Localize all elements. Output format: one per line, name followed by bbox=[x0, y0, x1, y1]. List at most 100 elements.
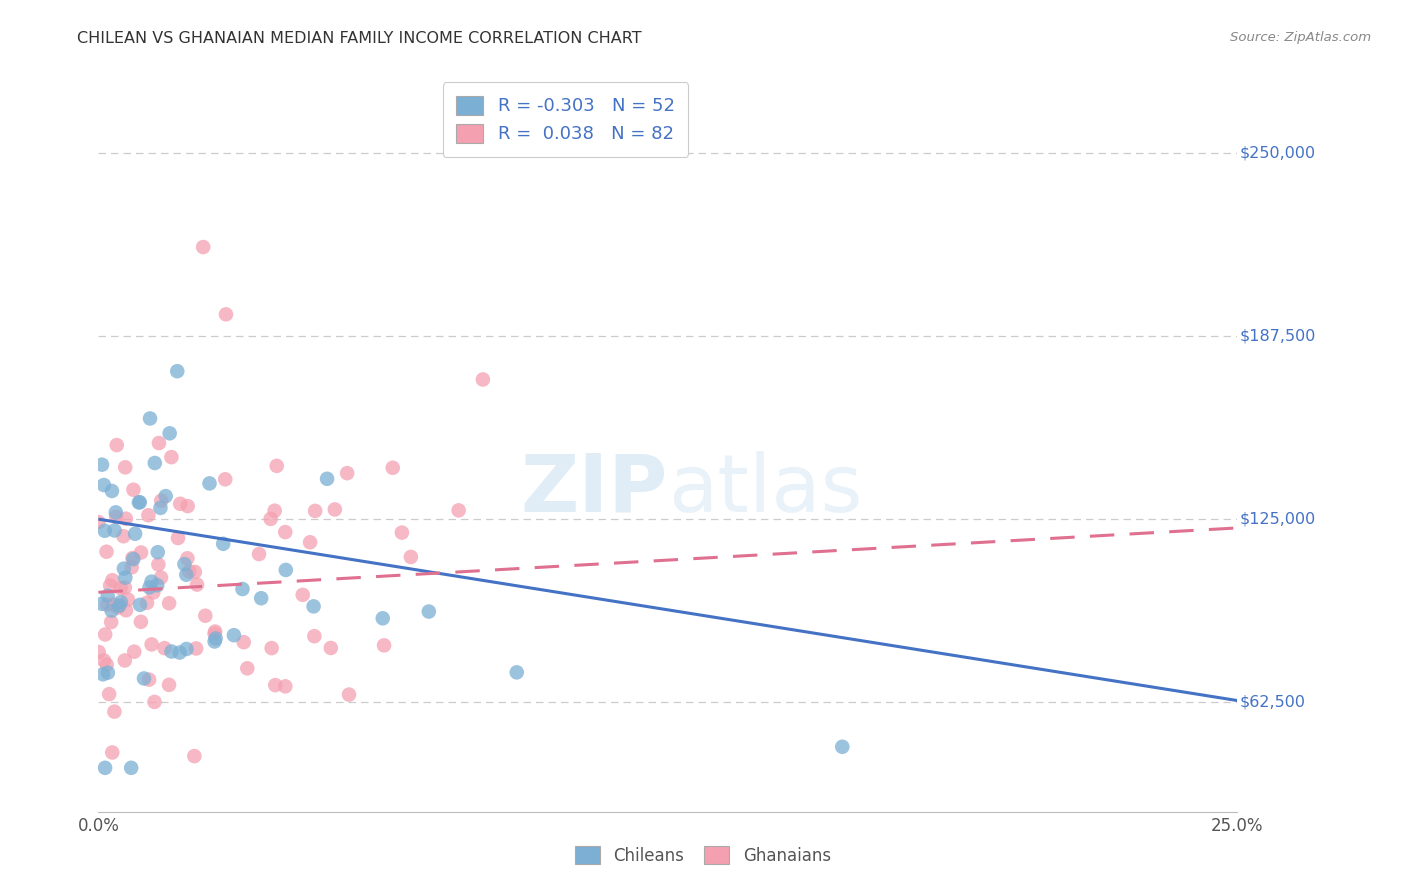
Point bbox=[186, 577, 208, 591]
Point bbox=[98, 687, 121, 701]
Point bbox=[302, 599, 325, 614]
Point bbox=[101, 483, 124, 498]
Point bbox=[169, 497, 191, 511]
Point bbox=[157, 678, 180, 692]
Point bbox=[148, 436, 170, 450]
Point bbox=[103, 705, 125, 719]
Point bbox=[141, 637, 163, 651]
Point bbox=[121, 560, 143, 574]
Point bbox=[176, 567, 198, 582]
Point bbox=[236, 661, 259, 675]
Point bbox=[142, 585, 165, 599]
Point bbox=[336, 466, 359, 480]
Legend: Chileans, Ghanaians: Chileans, Ghanaians bbox=[567, 838, 839, 873]
Point bbox=[138, 673, 160, 687]
Text: ZIP: ZIP bbox=[520, 450, 668, 529]
Point bbox=[114, 571, 136, 585]
Point bbox=[110, 595, 132, 609]
Point bbox=[100, 615, 122, 629]
Point bbox=[215, 307, 238, 321]
Point bbox=[124, 526, 146, 541]
Text: $62,500: $62,500 bbox=[1240, 695, 1306, 709]
Point bbox=[179, 565, 201, 579]
Point bbox=[214, 472, 236, 486]
Point bbox=[274, 563, 297, 577]
Point bbox=[381, 460, 404, 475]
Text: CHILEAN VS GHANAIAN MEDIAN FAMILY INCOME CORRELATION CHART: CHILEAN VS GHANAIAN MEDIAN FAMILY INCOME… bbox=[77, 31, 643, 46]
Point bbox=[105, 510, 128, 524]
Point bbox=[143, 456, 166, 470]
Point bbox=[176, 642, 198, 657]
Point bbox=[186, 641, 208, 656]
Point bbox=[260, 641, 283, 656]
Point bbox=[120, 761, 142, 775]
Point bbox=[91, 458, 114, 472]
Point bbox=[115, 511, 138, 525]
Point bbox=[96, 545, 118, 559]
Point bbox=[96, 657, 118, 672]
Point bbox=[149, 500, 172, 515]
Point bbox=[87, 645, 110, 659]
Point bbox=[150, 571, 173, 585]
Point bbox=[183, 749, 205, 764]
Point bbox=[316, 472, 339, 486]
Point bbox=[176, 499, 198, 513]
Point bbox=[167, 531, 190, 545]
Point bbox=[112, 561, 135, 575]
Point bbox=[146, 545, 169, 559]
Point bbox=[184, 565, 207, 579]
Point bbox=[138, 508, 160, 523]
Point bbox=[129, 598, 152, 612]
Point bbox=[114, 460, 136, 475]
Point bbox=[222, 628, 245, 642]
Point bbox=[232, 635, 254, 649]
Point bbox=[159, 426, 181, 441]
Point bbox=[204, 634, 226, 648]
Point bbox=[128, 495, 150, 509]
Point bbox=[176, 551, 198, 566]
Point bbox=[98, 578, 121, 592]
Point bbox=[114, 653, 136, 667]
Point bbox=[101, 573, 124, 587]
Point bbox=[337, 688, 360, 702]
Point bbox=[204, 632, 226, 646]
Point bbox=[231, 582, 253, 596]
Point bbox=[150, 493, 173, 508]
Point bbox=[193, 240, 215, 254]
Point bbox=[157, 596, 180, 610]
Point bbox=[198, 476, 221, 491]
Point bbox=[250, 591, 273, 606]
Point bbox=[129, 615, 152, 629]
Point bbox=[128, 495, 150, 509]
Point bbox=[173, 557, 195, 571]
Point bbox=[122, 552, 145, 566]
Point bbox=[93, 653, 115, 667]
Point bbox=[160, 644, 183, 658]
Point bbox=[141, 574, 163, 589]
Point bbox=[506, 665, 529, 680]
Point bbox=[129, 545, 152, 559]
Point bbox=[100, 604, 122, 618]
Point bbox=[266, 458, 288, 473]
Point bbox=[117, 592, 139, 607]
Point bbox=[160, 450, 183, 464]
Point bbox=[122, 483, 145, 497]
Point bbox=[304, 504, 326, 518]
Point bbox=[97, 665, 120, 680]
Point bbox=[418, 605, 440, 619]
Point bbox=[299, 535, 322, 549]
Point bbox=[247, 547, 270, 561]
Point bbox=[274, 679, 297, 693]
Point bbox=[291, 588, 314, 602]
Point bbox=[155, 489, 177, 503]
Point bbox=[90, 597, 112, 611]
Point bbox=[101, 746, 124, 760]
Point bbox=[169, 646, 191, 660]
Text: $250,000: $250,000 bbox=[1240, 146, 1316, 161]
Point bbox=[122, 645, 145, 659]
Point bbox=[143, 695, 166, 709]
Point bbox=[447, 503, 470, 517]
Point bbox=[115, 603, 138, 617]
Point bbox=[264, 678, 287, 692]
Point bbox=[323, 502, 346, 516]
